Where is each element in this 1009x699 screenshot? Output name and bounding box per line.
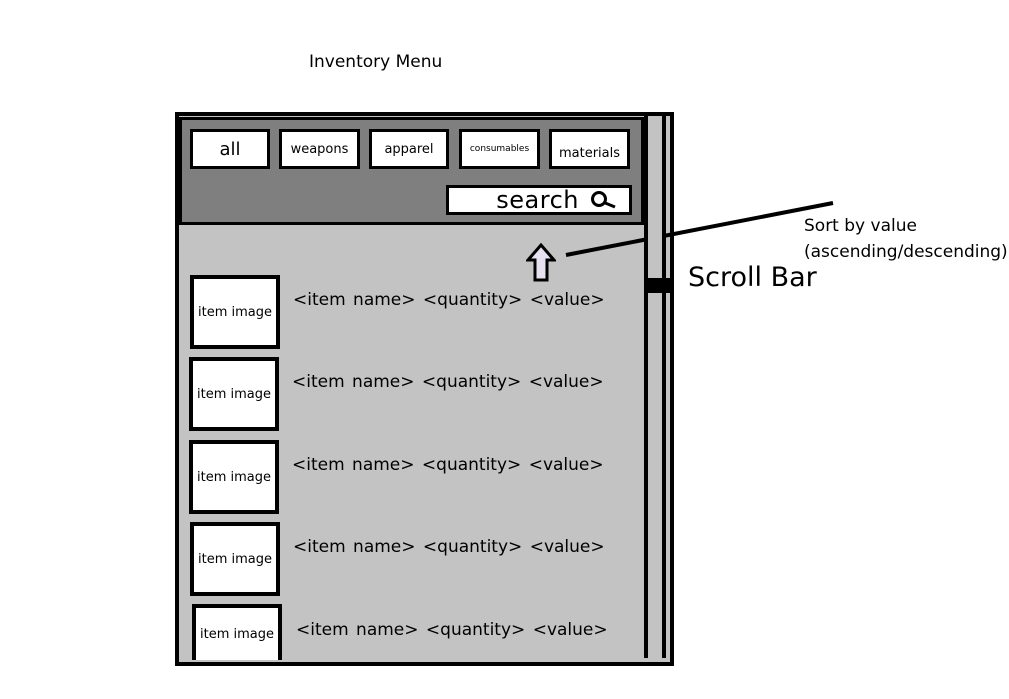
- scrollbar-thumb[interactable]: [644, 278, 674, 293]
- item-value: <value>: [529, 290, 605, 310]
- item-image: item image: [190, 522, 280, 596]
- item-name: <item name>: [293, 537, 416, 557]
- item-image: item image: [189, 440, 279, 514]
- item-value: <value>: [529, 537, 605, 557]
- scroll-bar-annotation: Scroll Bar: [688, 262, 817, 293]
- item-value: <value>: [528, 455, 604, 475]
- list-item[interactable]: item image <item name> <quantity> <value…: [186, 440, 626, 514]
- tab-materials[interactable]: materials: [549, 129, 630, 169]
- item-quantity: <quantity>: [425, 620, 526, 640]
- tab-weapons[interactable]: weapons: [279, 129, 360, 169]
- list-item[interactable]: item image <item name> <quantity> <value…: [186, 357, 626, 431]
- search-label: search: [496, 186, 579, 214]
- up-arrow-icon[interactable]: [526, 243, 556, 283]
- list-item[interactable]: item image <item name> <quantity> <value…: [186, 275, 626, 349]
- item-details: <item name> <quantity> <value>: [293, 290, 605, 310]
- item-name: <item name>: [296, 620, 419, 640]
- item-quantity: <quantity>: [421, 455, 522, 475]
- item-name: <item name>: [293, 290, 416, 310]
- scrollbar[interactable]: [644, 116, 666, 658]
- search-box[interactable]: search: [446, 185, 632, 215]
- list-item[interactable]: item image <item name> <quantity> <value…: [186, 604, 626, 660]
- item-details: <item name> <quantity> <value>: [296, 620, 608, 640]
- tab-all[interactable]: all: [190, 129, 270, 169]
- magnifier-icon: [591, 191, 616, 209]
- tab-apparel[interactable]: apparel: [369, 129, 449, 169]
- page-title: Inventory Menu: [309, 52, 443, 72]
- list-item[interactable]: item image <item name> <quantity> <value…: [186, 522, 626, 596]
- item-details: <item name> <quantity> <value>: [292, 372, 604, 392]
- item-name: <item name>: [292, 372, 415, 392]
- item-image: item image: [190, 275, 280, 349]
- item-value: <value>: [532, 620, 608, 640]
- item-value: <value>: [528, 372, 604, 392]
- item-quantity: <quantity>: [421, 372, 522, 392]
- item-details: <item name> <quantity> <value>: [293, 537, 605, 557]
- item-image: item image: [192, 604, 282, 660]
- tab-consumables[interactable]: consumables: [459, 129, 540, 169]
- item-quantity: <quantity>: [422, 537, 523, 557]
- item-name: <item name>: [292, 455, 415, 475]
- item-quantity: <quantity>: [422, 290, 523, 310]
- sort-annotation-line1: Sort by value: [804, 216, 917, 236]
- item-image: item image: [189, 357, 279, 431]
- item-details: <item name> <quantity> <value>: [292, 455, 604, 475]
- sort-annotation-line2: (ascending/descending): [804, 242, 1008, 262]
